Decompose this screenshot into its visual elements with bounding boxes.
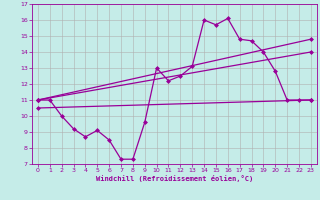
X-axis label: Windchill (Refroidissement éolien,°C): Windchill (Refroidissement éolien,°C) <box>96 175 253 182</box>
